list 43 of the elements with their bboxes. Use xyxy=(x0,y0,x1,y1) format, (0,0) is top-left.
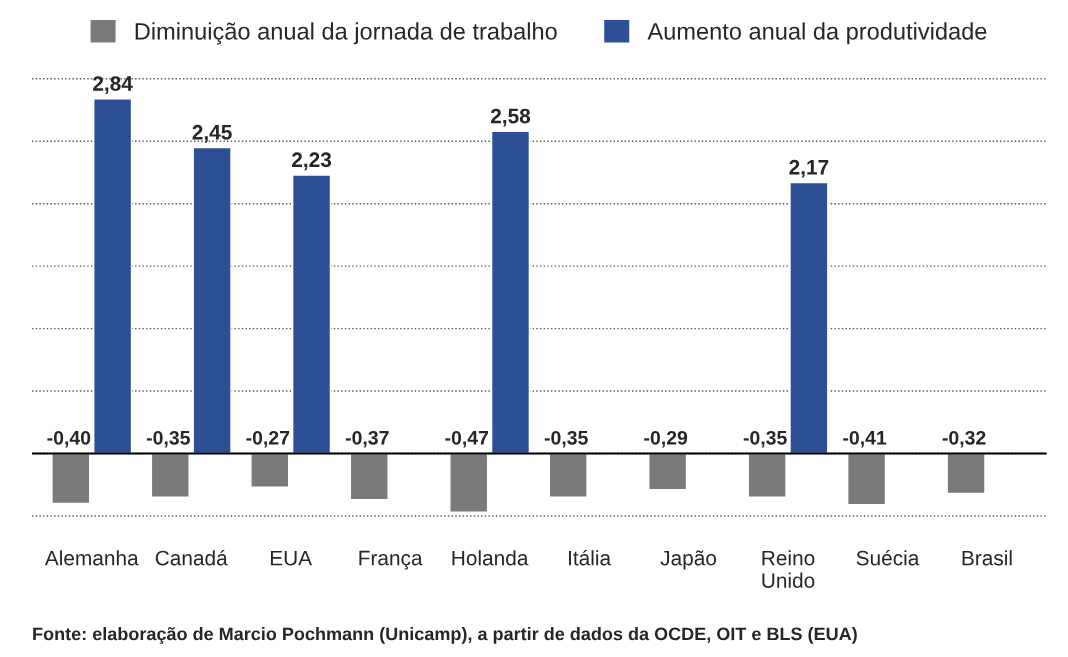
x-tick-label: França xyxy=(359,550,423,570)
bar xyxy=(490,130,531,455)
bar xyxy=(291,174,332,455)
bar xyxy=(449,452,489,513)
bar xyxy=(51,452,91,505)
data-label: -0,32 xyxy=(942,430,986,448)
bar xyxy=(93,98,133,455)
x-tick-label: Reino Unido xyxy=(762,550,815,588)
x-tick-label: Holanda xyxy=(452,550,529,566)
x-tick-label: Japão xyxy=(660,550,717,570)
data-label: -0,35 xyxy=(544,430,588,448)
data-label: 2,58 xyxy=(490,108,531,127)
legend-label: Diminuição anual da jornada de trabalho xyxy=(135,22,557,45)
data-label: 2,17 xyxy=(789,159,829,178)
legend-label: Aumento anual da produtividade xyxy=(647,22,987,45)
bar xyxy=(150,452,190,498)
bar xyxy=(747,452,787,498)
bar xyxy=(847,452,887,506)
data-label: 2,45 xyxy=(192,124,232,143)
x-tick-label: Itália xyxy=(569,549,612,566)
x-tick-label: Suécia xyxy=(856,549,920,566)
data-label: -0,41 xyxy=(843,430,887,448)
x-tick-label: Canadá xyxy=(155,549,228,566)
data-label: -0,37 xyxy=(345,430,389,448)
data-label: 2,23 xyxy=(292,152,332,171)
bar xyxy=(946,452,986,495)
x-tick-label: EUA xyxy=(270,550,313,566)
bar xyxy=(192,146,232,455)
data-label: -0,47 xyxy=(445,430,489,448)
bar xyxy=(789,181,829,455)
bar xyxy=(648,452,688,491)
data-label: -0,35 xyxy=(146,430,190,448)
source-note: Fonte: elaboração de Marcio Pochmann (Unicamp), a partir de dados da OCDE, OIT e BLS (EUA) xyxy=(33,627,857,644)
data-label: -0,27 xyxy=(246,430,290,448)
data-label: -0,40 xyxy=(47,430,91,448)
bar xyxy=(548,452,588,498)
bar xyxy=(349,452,389,501)
x-tick-label: Alemanha xyxy=(44,550,139,566)
data-label: 2,84 xyxy=(93,76,133,94)
data-label: -0,29 xyxy=(644,430,688,448)
x-tick-label: Brasil xyxy=(962,550,1012,566)
data-label: -0,35 xyxy=(743,430,787,448)
bar xyxy=(250,452,290,488)
